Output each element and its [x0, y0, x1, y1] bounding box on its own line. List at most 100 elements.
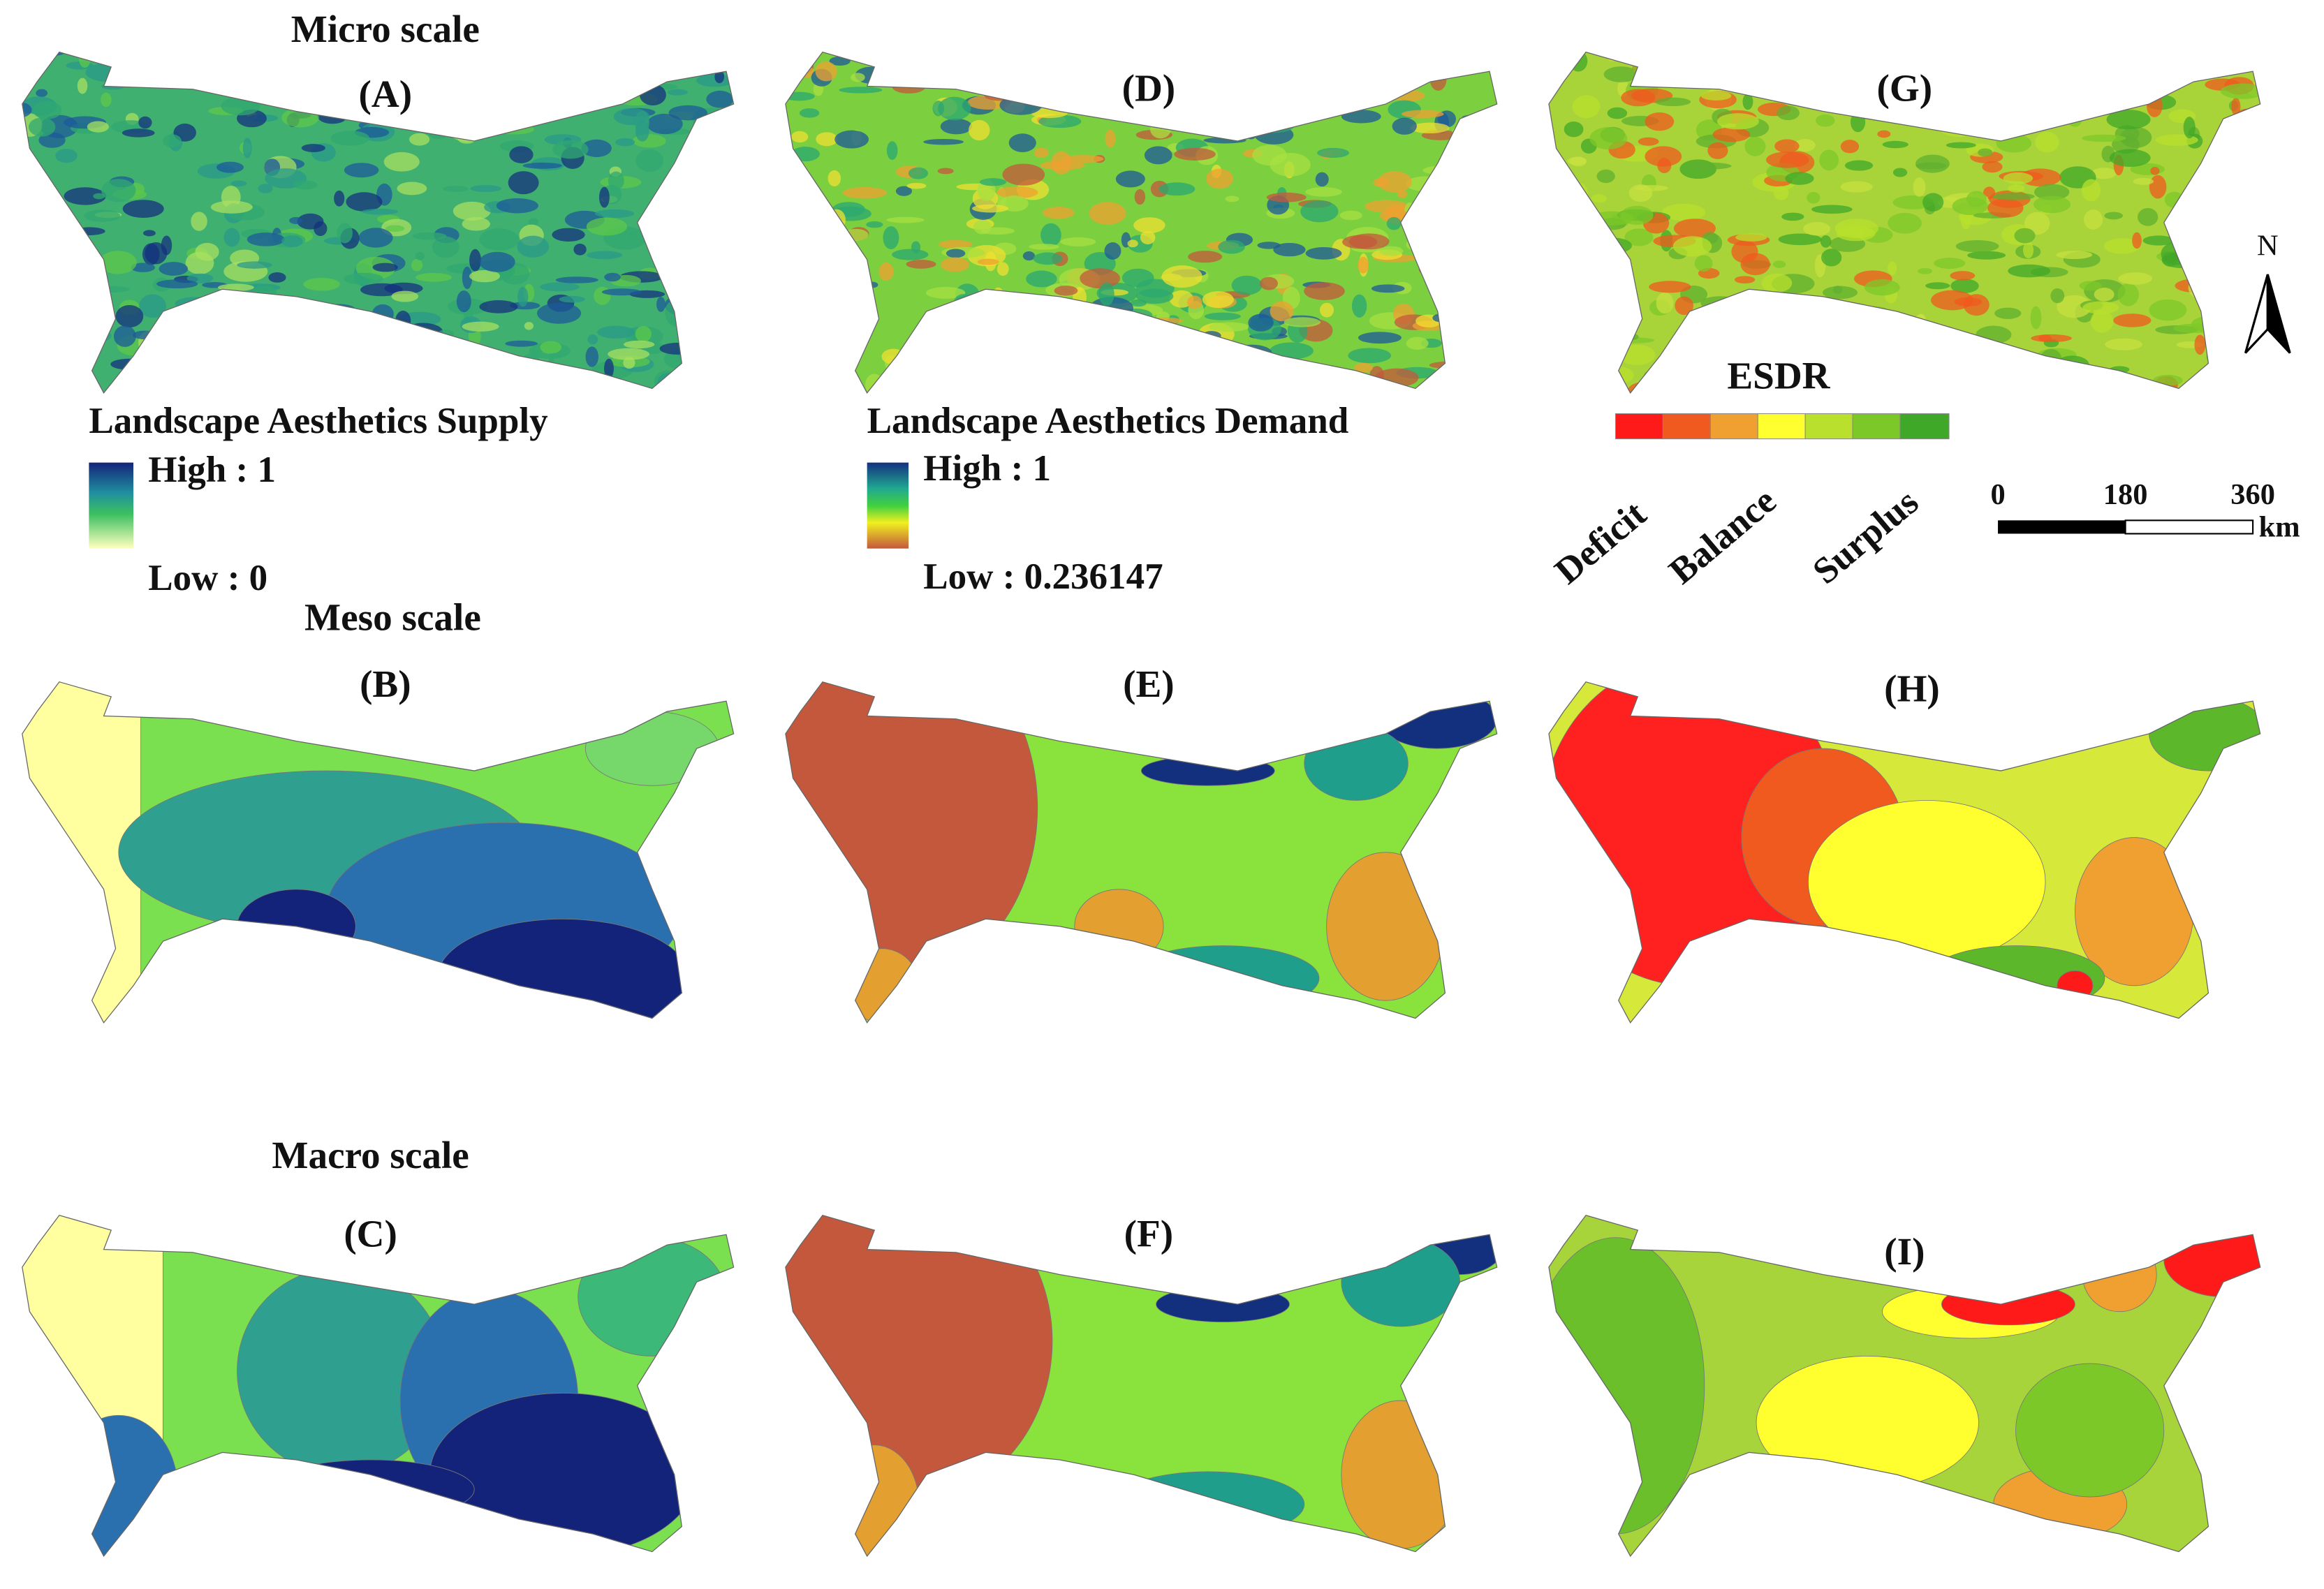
map-patch: [385, 225, 405, 232]
map-patch: [906, 259, 936, 269]
map-patch: [1728, 305, 1746, 312]
map-patch: [961, 54, 1000, 63]
map-patch: [2183, 117, 2196, 139]
map-patch: [1849, 371, 1863, 385]
map-patch: [1994, 307, 2022, 319]
map-patch: [313, 324, 355, 338]
map-patch: [911, 382, 943, 393]
map-patch: [1034, 147, 1049, 158]
map-patch: [479, 300, 518, 313]
map-patch: [1248, 313, 1274, 332]
map-patch: [331, 343, 363, 360]
map-patch: [1080, 71, 1094, 95]
map-patch: [1856, 306, 1888, 313]
map-patch: [1033, 386, 1072, 393]
map-patch: [608, 171, 624, 191]
map-patch: [1556, 191, 1572, 215]
map-patch: [1645, 112, 1675, 131]
map-patch: [1429, 361, 1473, 369]
map-patch: [1159, 341, 1189, 363]
map-patch: [41, 280, 65, 301]
map-patch: [1469, 369, 1497, 384]
map-patch: [542, 52, 564, 61]
map-patch: [2215, 258, 2240, 270]
panel-label: (D): [1122, 67, 1176, 110]
map-patch: [138, 116, 152, 129]
map-patch: [1094, 343, 1128, 358]
map-patch: [1878, 384, 1911, 393]
map-patch: [1348, 387, 1361, 393]
map-patch: [46, 296, 79, 310]
map-patch: [2182, 206, 2197, 221]
map-patch: [1229, 377, 1244, 388]
map-patch: [1541, 42, 1580, 50]
map-patch: [1195, 82, 1215, 96]
map-patch: [200, 339, 230, 353]
map-patch: [938, 96, 971, 121]
map-patch: [129, 64, 148, 82]
map-patch: [143, 230, 156, 237]
map-patch: [1818, 333, 1855, 352]
map-patch: [604, 272, 621, 282]
map-patch: [1487, 114, 1497, 133]
map-zone: [578, 1237, 727, 1357]
map-patch: [409, 133, 430, 146]
map-zone: [59, 1414, 179, 1556]
map-patch: [1635, 185, 1668, 191]
map-patch: [892, 249, 929, 260]
map-patch: [344, 163, 379, 178]
map-patch: [1105, 129, 1116, 148]
map-patch: [113, 325, 136, 347]
map-patch: [1825, 52, 1853, 64]
map-patch: [1402, 110, 1444, 119]
map-patch: [1859, 392, 1888, 393]
map-patch: [438, 330, 455, 338]
map-patch: [578, 74, 620, 89]
map-patch: [2149, 299, 2187, 321]
panel-label: (B): [360, 663, 411, 705]
map-patch: [1628, 381, 1664, 393]
legend-low: Low : 0.236147: [923, 556, 1163, 597]
map-patch: [1964, 389, 1987, 393]
map-patch: [1882, 140, 1909, 149]
map-patch: [1261, 88, 1293, 106]
map-patch: [1067, 101, 1082, 112]
map-patch: [1247, 52, 1280, 66]
map-patch: [1548, 343, 1571, 364]
map-patch: [2087, 78, 2128, 98]
panel-label: (C): [344, 1212, 397, 1255]
map-zone: [1074, 889, 1164, 964]
map-patch: [733, 391, 734, 393]
map-patch: [1121, 268, 1154, 288]
map-patch: [1249, 73, 1262, 95]
map-patch: [1803, 221, 1831, 236]
map-patch: [1280, 52, 1309, 54]
map-patch: [1695, 347, 1723, 368]
legend-ramp: [89, 462, 134, 549]
map-patch: [827, 209, 846, 230]
map-patch: [971, 52, 1001, 58]
map-patch: [33, 52, 73, 57]
map-patch: [179, 349, 219, 367]
map-patch: [115, 304, 144, 328]
map-patch: [1492, 311, 1497, 333]
map-patch: [689, 61, 707, 71]
map-zone: [1548, 1237, 1705, 1535]
map-patch: [1207, 356, 1246, 367]
map-patch: [1202, 291, 1234, 309]
map-patch: [1814, 61, 1853, 79]
map-patch: [1963, 294, 1990, 316]
map-patch: [1591, 194, 1607, 203]
map-patch: [866, 221, 883, 228]
map-patch: [1550, 323, 1576, 341]
map-patch: [1986, 63, 2016, 80]
map-patch: [517, 287, 529, 307]
map-patch: [785, 295, 797, 320]
map-patch: [2152, 374, 2183, 386]
map-patch: [195, 242, 219, 261]
map-patch: [828, 389, 865, 393]
map-patch: [499, 107, 536, 128]
map-patch: [1080, 268, 1120, 289]
map-patch: [2050, 288, 2065, 304]
map-patch: [785, 324, 809, 336]
